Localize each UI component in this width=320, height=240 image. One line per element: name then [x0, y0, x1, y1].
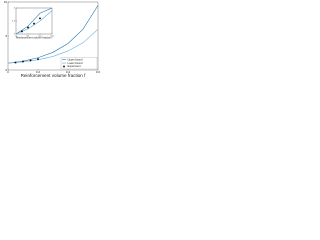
x-tick-label: 0.6 — [96, 70, 100, 74]
x-axis-label: Reinforcement volume fraction f — [16, 36, 53, 40]
legend-label: Experiment — [68, 64, 81, 68]
y-tick-label: 1 — [14, 34, 16, 36]
y-tick-label: 2 — [14, 8, 16, 10]
marker — [39, 17, 41, 20]
x-tick-label: 0.3 — [50, 35, 54, 37]
y-tick-label: 10 — [4, 0, 8, 4]
y-tick-label: 1.5 — [12, 21, 16, 23]
legend-label: Lower bound — [68, 61, 84, 65]
x-tick-label: 0 — [7, 70, 9, 74]
x-tick-label: 0.1 — [26, 35, 30, 37]
marker — [21, 30, 23, 33]
marker — [29, 59, 32, 62]
marker — [33, 22, 35, 25]
series-line — [15, 7, 53, 35]
x-axis-label: Reinforcement volume fraction f — [21, 73, 87, 78]
x-tick-label: 0 — [15, 35, 17, 37]
legend-box — [60, 57, 98, 70]
y-tick-label: 5 — [6, 34, 8, 38]
plot-area — [15, 7, 53, 35]
x-tick-label: 0.2 — [36, 70, 41, 74]
marker — [37, 58, 39, 60]
marker — [27, 26, 29, 29]
marker — [22, 60, 24, 63]
legend-label: Upper bound — [68, 57, 84, 61]
y-tick-label: 0 — [6, 68, 8, 72]
x-tick-label: 0.4 — [66, 70, 71, 74]
marker — [14, 61, 17, 64]
x-tick-label: 0.2 — [38, 35, 42, 37]
legend-swatch — [63, 65, 65, 68]
chart: 0 0.2 0.4 0.6 0 5 10 Reinforcement volume fract… — [4, 0, 100, 78]
page: 0 0.2 0.4 0.6 0 5 10 Reinforcement volume fract… — [0, 0, 320, 84]
